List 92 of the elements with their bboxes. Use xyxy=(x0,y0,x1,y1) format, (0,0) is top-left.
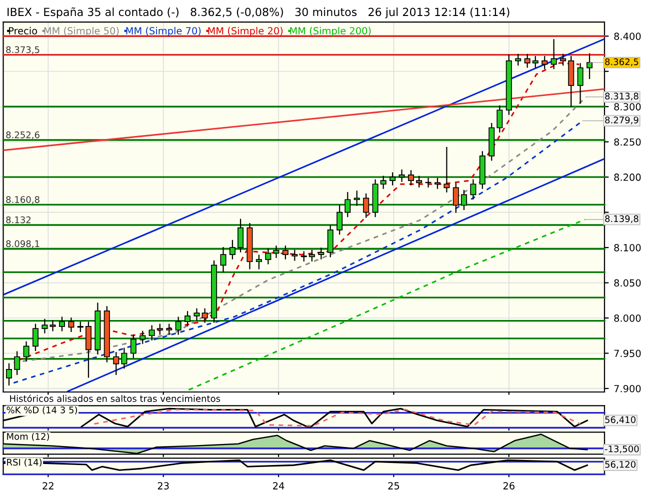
candlestick xyxy=(444,146,450,192)
y-tick-label: 7.950 xyxy=(614,350,641,358)
candlestick xyxy=(6,363,12,386)
candlestick xyxy=(470,179,476,200)
candlestick xyxy=(14,351,20,375)
text: 56,410 xyxy=(605,416,636,424)
candlestick xyxy=(194,308,200,321)
y-tick-label: 8.300 xyxy=(614,103,641,110)
text: Históricos alisados en saltos tras vencimientos xyxy=(10,394,220,402)
candlestick xyxy=(202,308,208,323)
chart-title: RSI (14) xyxy=(7,458,42,467)
candlestick xyxy=(58,316,66,332)
y-tick-label: 8.100 xyxy=(614,244,641,252)
candlestick xyxy=(586,53,593,79)
candlestick xyxy=(42,318,48,334)
chart-title: Mom (12) xyxy=(7,432,49,441)
x-tick-label: 24 xyxy=(273,482,284,490)
annotation: 8.313,8 xyxy=(605,92,638,100)
x-tick-label: 23 xyxy=(158,482,169,490)
candlestick xyxy=(282,246,288,260)
candlestick xyxy=(425,178,432,188)
candlestick xyxy=(238,218,244,252)
ref-line-label: 8.373,5 xyxy=(6,46,40,54)
candlestick xyxy=(156,324,163,335)
line-series xyxy=(188,218,586,391)
candlestick xyxy=(121,348,128,369)
candlestick xyxy=(416,176,422,188)
candlestick xyxy=(50,320,56,332)
candlestick xyxy=(577,63,584,104)
candlestick xyxy=(77,322,84,332)
candlestick xyxy=(408,170,414,186)
candlestick xyxy=(130,334,136,358)
y-tick-label: 8.250 xyxy=(614,138,641,146)
chart-title: %K %D (14 3 5) xyxy=(6,406,78,414)
candlestick xyxy=(363,193,370,218)
candlestick xyxy=(148,325,155,340)
legend-label: MM (Simple 70) xyxy=(126,26,201,36)
candlestick xyxy=(354,190,360,206)
candlestick xyxy=(32,324,39,351)
candlestick xyxy=(532,56,538,68)
candlestick xyxy=(229,240,236,260)
y-tick-label: 8.200 xyxy=(614,174,641,181)
candlestick xyxy=(398,169,405,182)
annotation: 8.139,8 xyxy=(605,215,638,224)
candlestick xyxy=(166,324,172,335)
candlestick xyxy=(496,105,503,133)
legend-label: MM (Simple 20) xyxy=(208,26,283,36)
annotation: 8.279,9 xyxy=(605,116,638,124)
candlestick xyxy=(318,248,324,260)
candlestick xyxy=(113,352,120,375)
candlestick xyxy=(256,254,262,270)
candlestick xyxy=(265,248,272,264)
candlestick xyxy=(300,251,307,262)
ref-line-label: 8.160,8 xyxy=(6,196,40,204)
chart-title: IBEX - España 35 al contado (-) 8.362,5 (-0,08%) 30 minutos 26 jul 2013 12:14 (11:14) xyxy=(8,7,510,18)
candlestick xyxy=(452,182,459,213)
ref-line-label: 8.098,1 xyxy=(6,240,40,248)
legend-label: MM (Simple 50) xyxy=(44,26,119,36)
candlestick xyxy=(550,39,557,70)
candlestick xyxy=(390,172,396,186)
x-tick-label: 25 xyxy=(388,482,400,490)
candlestick xyxy=(308,250,315,262)
legend-label: MM (Simple 200) xyxy=(290,26,371,36)
candlestick xyxy=(460,190,467,210)
candlestick xyxy=(23,341,30,362)
candlestick xyxy=(327,225,334,258)
annotation: 8.362,5 xyxy=(605,58,638,66)
y-tick-label: 8.400 xyxy=(614,32,641,40)
candlestick xyxy=(336,204,343,235)
candlestick xyxy=(140,330,146,344)
ref-line-label: 8.132 xyxy=(6,216,30,224)
candlestick xyxy=(175,316,182,335)
candlestick xyxy=(273,246,280,258)
candlestick xyxy=(380,176,386,189)
candlestick xyxy=(68,317,74,332)
y-tick-label: 7.900 xyxy=(614,384,641,392)
x-tick-label: 22 xyxy=(42,482,54,490)
candlestick xyxy=(524,54,530,68)
candlestick xyxy=(542,56,548,70)
x-tick-label: 26 xyxy=(503,482,514,490)
candlestick xyxy=(220,246,226,272)
text: 56,120 xyxy=(605,460,636,469)
text: -13,500 xyxy=(604,445,639,454)
y-tick-label: 8.050 xyxy=(614,279,641,287)
candlestick xyxy=(85,322,92,378)
ref-line-label: 8.252,6 xyxy=(6,131,40,140)
candlestick xyxy=(434,178,440,189)
candlestick xyxy=(344,192,351,218)
candlestick xyxy=(292,250,298,261)
candlestick xyxy=(184,311,191,326)
y-tick-label: 8.000 xyxy=(614,314,641,322)
legend-label: Precio xyxy=(9,26,38,34)
